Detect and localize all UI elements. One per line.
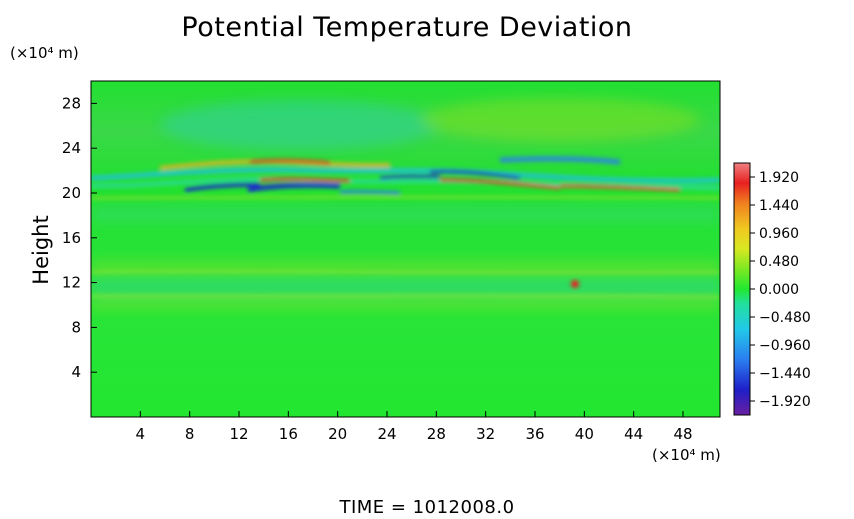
upper-yellowgreen-region: [420, 98, 700, 142]
y-tick-label: 24: [62, 139, 81, 157]
red-spot: [571, 280, 579, 288]
plot-frame: [90, 80, 721, 418]
x-tick-label: 8: [185, 425, 195, 443]
colorbar-tick-label: 1.440: [759, 198, 799, 214]
chart-title: Potential Temperature Deviation: [181, 12, 633, 43]
streak-red-3: [439, 178, 561, 190]
streak-blue-6: [339, 190, 401, 195]
streak-blue-2: [247, 182, 341, 193]
x-tick-label: 28: [427, 425, 446, 443]
streak-blue-3: [379, 174, 441, 180]
streak-blue-1: [184, 182, 261, 192]
colorbar-tick-label: 0.480: [759, 254, 799, 270]
colorbar-tick-label: −0.960: [759, 338, 811, 354]
y-tick-label: 8: [71, 318, 81, 336]
streak-yellow-3: [91, 294, 720, 298]
y-tick-label: 16: [62, 229, 81, 247]
upper-cyan-region: [160, 100, 440, 150]
streak-red-4: [559, 184, 681, 192]
y-tick-label: 12: [62, 274, 81, 292]
x-tick-label: 12: [229, 425, 248, 443]
mid-cyan-band: [91, 280, 720, 294]
streak-yellow-1: [91, 196, 720, 199]
lower-yellow-band: [91, 300, 720, 308]
colorbar-tick-label: 1.920: [759, 170, 799, 186]
colorbar-tick-label: −1.920: [759, 394, 811, 410]
colorbar-tick-label: 0.000: [759, 282, 799, 298]
x-axis-ticks: 4 8 12 16 20 24 28 32 36 40 44 48: [136, 411, 693, 443]
time-label: TIME = 1012008.0: [339, 497, 515, 518]
x-tick-label: 40: [575, 425, 594, 443]
teal-band: [91, 205, 720, 223]
streak-blue-5: [499, 156, 621, 165]
y-axis-unit: (×10⁴ m): [10, 44, 79, 62]
x-tick-label: 32: [476, 425, 495, 443]
x-tick-label: 24: [377, 425, 396, 443]
x-tick-label: 48: [673, 425, 692, 443]
colorbar-ticks: 1.920 1.440 0.960 0.480 0.000 −0.480 −0.960 −1.…: [750, 170, 811, 410]
x-tick-label: 44: [624, 425, 643, 443]
y-tick-label: 20: [62, 184, 81, 202]
streak-cyan-1: [91, 167, 720, 184]
colorbar-tick-label: 0.960: [759, 226, 799, 242]
x-tick-label: 36: [525, 425, 544, 443]
colorbar-tick-label: −0.480: [759, 310, 811, 326]
streak-red-1: [249, 159, 331, 165]
streak-yellow-2: [91, 270, 720, 274]
x-tick-label: 20: [328, 425, 347, 443]
colorbar-tick-label: −1.440: [759, 366, 811, 382]
x-tick-label: 16: [279, 425, 298, 443]
mid-yellow-band: [91, 262, 720, 272]
streak-red-2: [259, 177, 351, 183]
field-soft-bands: [91, 98, 720, 308]
x-tick-label: 4: [136, 425, 146, 443]
colorbar: [733, 162, 751, 416]
y-axis-ticks: 4 8 12 16 20 24 28: [62, 94, 97, 381]
y-tick-label: 4: [71, 363, 81, 381]
field-jet-streaks: [91, 156, 720, 298]
x-axis-unit: (×10⁴ m): [652, 446, 721, 464]
heatmap-field: [91, 81, 720, 417]
y-tick-label: 28: [62, 94, 81, 112]
streak-blue-4: [429, 169, 521, 180]
